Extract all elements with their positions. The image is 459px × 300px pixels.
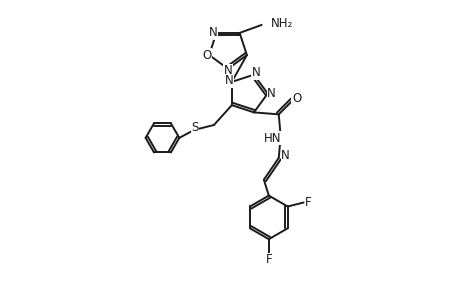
Text: N: N — [251, 66, 260, 79]
Text: NH₂: NH₂ — [271, 16, 293, 29]
Text: S: S — [191, 122, 198, 134]
Text: F: F — [304, 196, 311, 209]
Text: O: O — [202, 49, 211, 62]
Text: HN: HN — [263, 132, 281, 145]
Text: F: F — [265, 254, 272, 266]
Text: N: N — [224, 74, 233, 87]
Text: N: N — [223, 64, 232, 77]
Text: N: N — [208, 26, 217, 39]
Text: N: N — [280, 149, 290, 163]
Text: N: N — [267, 87, 275, 100]
Text: O: O — [291, 92, 301, 105]
